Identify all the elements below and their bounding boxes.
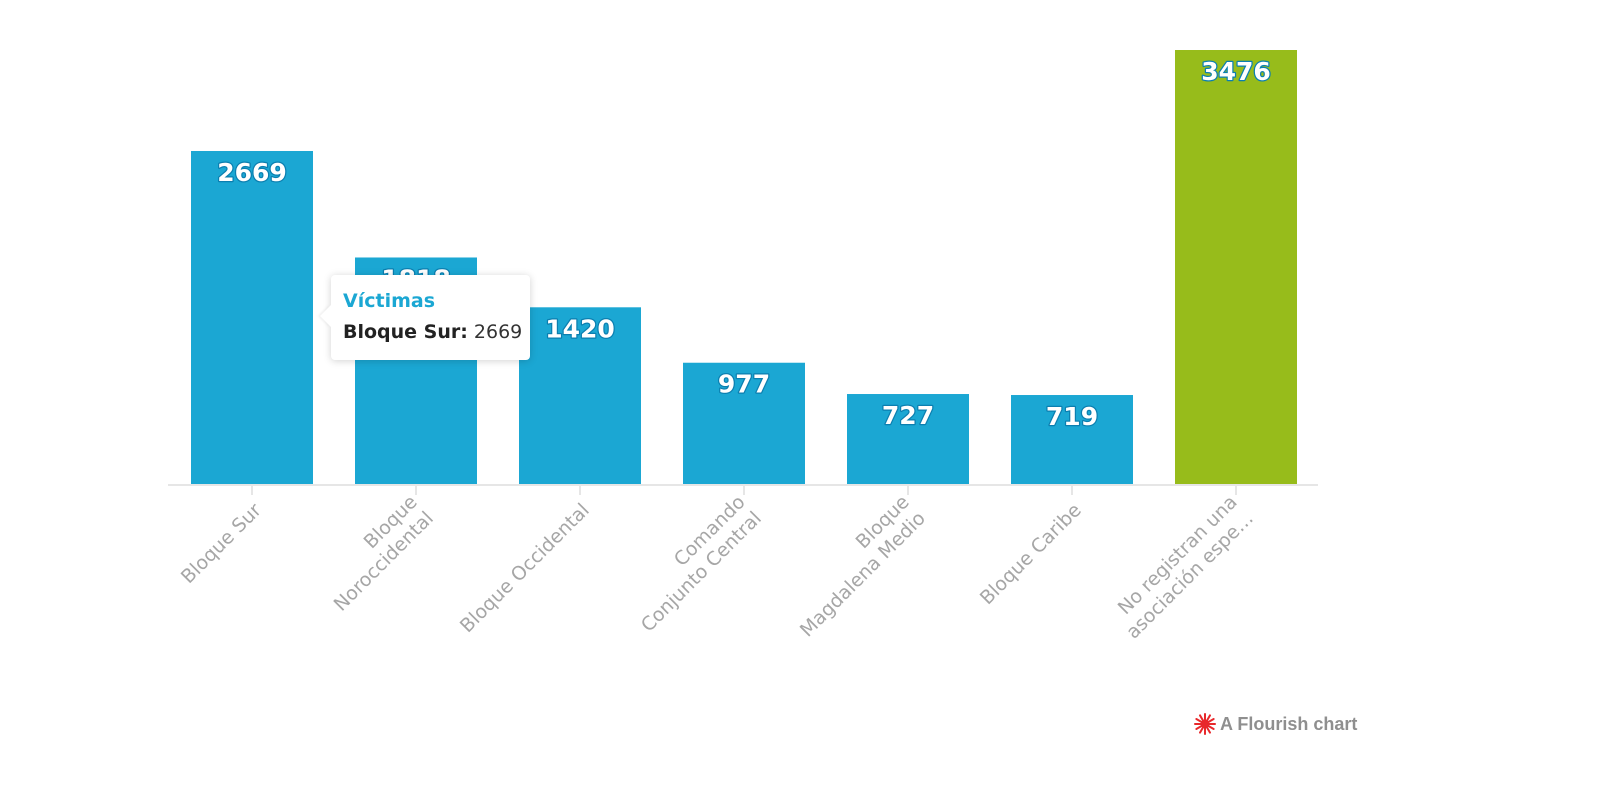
tooltip-title: Víctimas bbox=[343, 290, 436, 312]
flourish-logo-icon bbox=[1194, 713, 1216, 735]
tooltip-arrow bbox=[320, 305, 331, 327]
flourish-credit-link[interactable]: A Flourish chart bbox=[1194, 711, 1357, 737]
bar-value-label: 1420 bbox=[545, 314, 615, 343]
bars-layer: 2669181814209777277193476 bbox=[191, 50, 1297, 485]
x-tick-label-group: Bloque Sur bbox=[177, 499, 266, 588]
bar-3[interactable] bbox=[519, 307, 641, 485]
x-tick-label: Bloque Occidental bbox=[456, 499, 594, 637]
tooltip-row: Bloque Sur: 2669 bbox=[343, 317, 530, 347]
bar-4[interactable] bbox=[683, 362, 805, 485]
bar-value-label: 977 bbox=[718, 370, 770, 399]
bar-value-label: 3476 bbox=[1201, 57, 1271, 86]
bar-7[interactable] bbox=[1175, 50, 1297, 485]
x-tick-label-group: Bloque Occidental bbox=[456, 499, 594, 637]
tooltip-value: 2669 bbox=[473, 321, 523, 343]
bar-value-label: 727 bbox=[882, 401, 934, 430]
credit-text: A Flourish chart bbox=[1220, 713, 1358, 734]
x-tick-label: Bloque Sur bbox=[177, 499, 266, 588]
bar-6[interactable] bbox=[1011, 395, 1133, 485]
bar-value-label: 2669 bbox=[217, 158, 287, 187]
tooltip: Víctimas Bloque Sur: 2669 bbox=[320, 275, 530, 360]
x-ticks-layer bbox=[251, 485, 1237, 495]
tooltip-key: Bloque Sur: bbox=[343, 321, 468, 343]
x-tick-label-group: Bloque Caribe bbox=[976, 499, 1086, 609]
x-tick-label: Bloque Caribe bbox=[976, 499, 1086, 609]
bar-1[interactable] bbox=[191, 150, 313, 485]
bar-5[interactable] bbox=[847, 394, 969, 485]
bar-value-label: 719 bbox=[1046, 402, 1098, 431]
